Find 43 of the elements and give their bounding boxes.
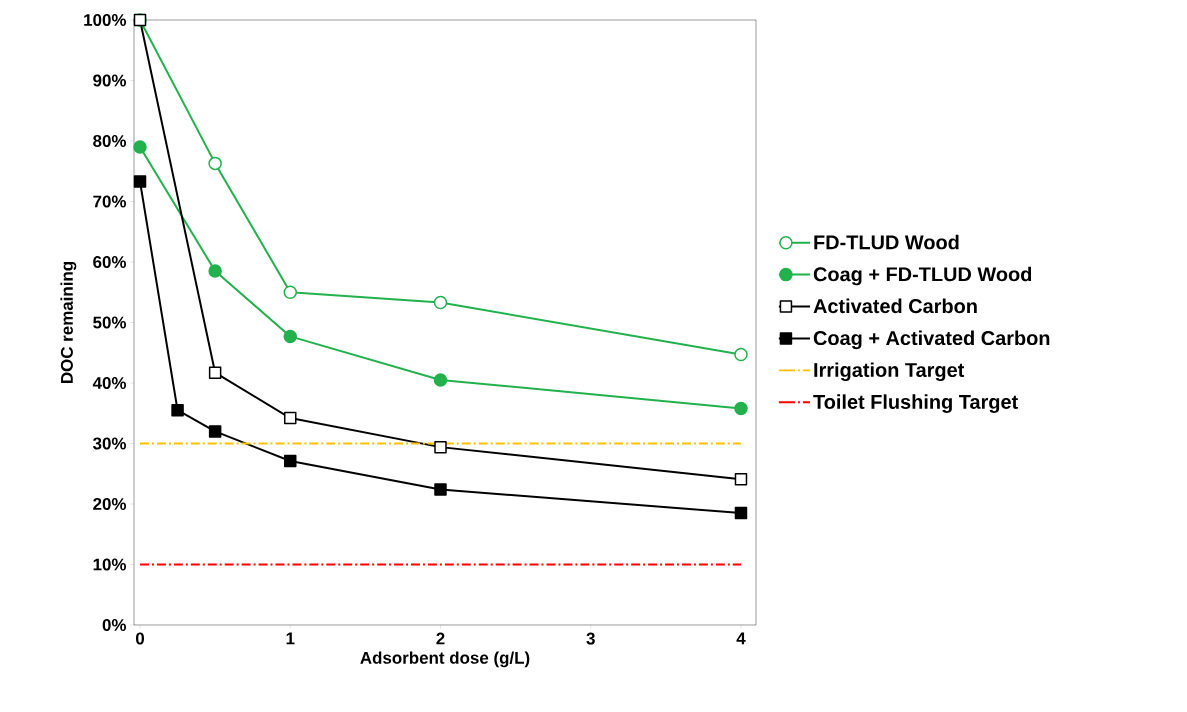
- point: [734, 506, 748, 520]
- y-tick-label: 30%: [92, 437, 127, 450]
- point: [133, 140, 147, 154]
- x-tick-label: 3: [586, 632, 595, 645]
- point: [133, 175, 147, 188]
- point: [433, 295, 448, 310]
- legend-label: Coag + Activated Carbon: [813, 330, 1050, 350]
- y-tick-label: 20%: [93, 498, 127, 510]
- point: [283, 285, 297, 299]
- y-tick-label: 40%: [92, 377, 127, 389]
- point: [734, 401, 748, 416]
- x-tick-label: 2: [436, 632, 445, 645]
- legend-label: Coag + FD-TLUD Wood: [813, 266, 1032, 286]
- point: [734, 347, 748, 362]
- point: [734, 472, 748, 486]
- legend-label: Activated Carbon: [813, 298, 977, 314]
- x-axis-title: Adsorbent dose (g/L): [360, 651, 530, 668]
- point: [283, 329, 297, 344]
- legend-label: Toilet Flushing Target: [813, 394, 1018, 413]
- point: [208, 264, 222, 278]
- y-tick-label: 50%: [93, 316, 127, 329]
- y-tick-label: 100%: [84, 14, 127, 26]
- point: [284, 411, 297, 425]
- point: [284, 454, 297, 468]
- point: [434, 440, 447, 454]
- point: [434, 483, 447, 496]
- y-tick-label: 90%: [93, 74, 127, 87]
- y-tick-label: 80%: [93, 135, 127, 147]
- point: [208, 156, 222, 171]
- x-tick-label: 0: [135, 632, 145, 645]
- x-tick-label: 1: [286, 632, 295, 645]
- legend-label: Irrigation Target: [814, 362, 965, 382]
- x-tick-label: 4: [736, 632, 746, 645]
- point: [433, 373, 448, 387]
- point: [208, 425, 222, 438]
- y-tick-label: 70%: [93, 195, 127, 208]
- point: [171, 403, 184, 417]
- y-tick-label: 60%: [93, 256, 127, 268]
- y-tick-label: 10%: [93, 558, 127, 571]
- point: [208, 366, 222, 379]
- y-tick-label: 0%: [102, 619, 127, 631]
- y-axis-title: DOC remaining: [60, 262, 77, 383]
- legend-label: FD-TLUD Wood: [814, 234, 959, 250]
